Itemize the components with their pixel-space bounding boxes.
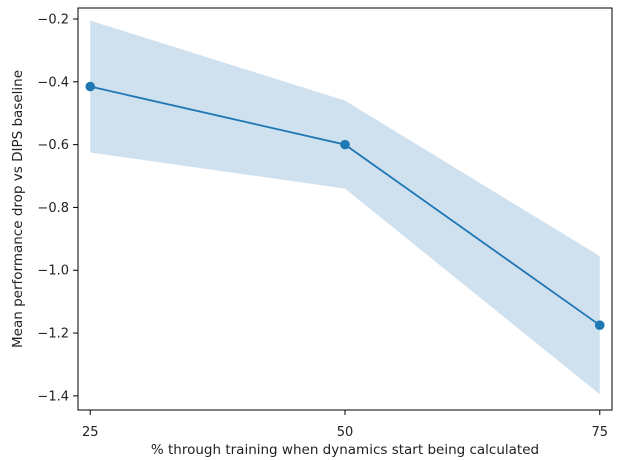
y-tick-label: −0.6 [37, 138, 69, 153]
confidence-band [90, 20, 600, 395]
data-point [594, 320, 605, 331]
y-tick-label: −0.8 [37, 201, 69, 216]
x-axis-ticks: 25 50 75 [82, 410, 608, 440]
y-axis-ticks: −1.4 −1.2 −1.0 −0.8 −0.6 −0.4 −0.2 [37, 12, 78, 404]
x-tick-label: 75 [591, 425, 608, 440]
y-tick-label: −1.4 [37, 389, 69, 404]
y-tick-label: −1.0 [37, 264, 69, 279]
data-points [85, 81, 605, 331]
y-tick-label: −0.2 [37, 12, 69, 27]
plot-area [85, 20, 605, 395]
y-tick-label: −1.2 [37, 327, 69, 342]
data-point [85, 81, 96, 92]
x-tick-label: 25 [82, 425, 99, 440]
data-point [340, 139, 350, 150]
y-axis-label: Mean performance drop vs DIPS baseline [10, 70, 26, 348]
x-axis-label: % through training when dynamics start b… [151, 442, 539, 458]
y-tick-label: −0.4 [37, 75, 69, 90]
x-tick-label: 50 [337, 425, 354, 440]
